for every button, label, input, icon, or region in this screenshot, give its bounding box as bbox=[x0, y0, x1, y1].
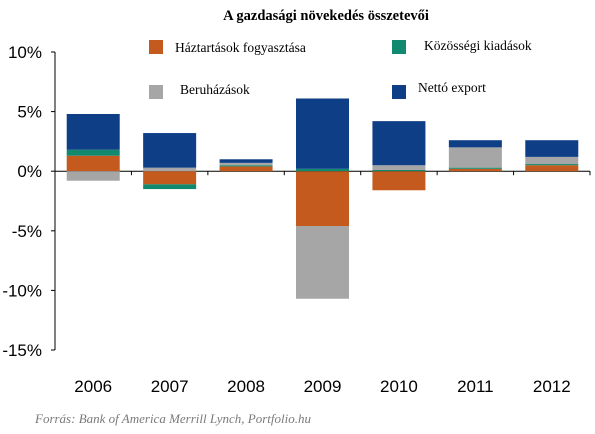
bar-segment bbox=[219, 166, 273, 172]
bar-segment bbox=[66, 149, 120, 156]
bars bbox=[66, 98, 579, 299]
y-tick-label: 10% bbox=[8, 43, 42, 62]
bar-segment bbox=[143, 171, 197, 185]
bar-segment bbox=[219, 159, 273, 163]
source-note: Forrás: Bank of America Merrill Lynch, P… bbox=[34, 411, 311, 426]
bar-segment bbox=[372, 170, 426, 172]
bar-segment bbox=[296, 226, 349, 299]
y-tick-label: 0% bbox=[17, 162, 42, 181]
bar-segment bbox=[448, 167, 502, 169]
bar-segment bbox=[296, 98, 349, 169]
bar-segment bbox=[448, 147, 502, 168]
x-axis-labels: 2006 2007 2008 2009 2010 2011 2012 bbox=[74, 377, 570, 396]
x-tick-label: 2006 bbox=[74, 377, 112, 396]
bar-segment bbox=[219, 162, 273, 166]
bar-segment bbox=[66, 113, 120, 150]
legend-swatch-haztartasok bbox=[149, 40, 163, 54]
bar-segment bbox=[143, 184, 197, 190]
x-tick-label: 2007 bbox=[151, 377, 189, 396]
bar-segment bbox=[448, 168, 502, 172]
legend-label-beruhazasok: Beruházások bbox=[180, 82, 250, 97]
bar-segment bbox=[143, 133, 197, 168]
x-tick-label: 2010 bbox=[380, 377, 418, 396]
bar-segment bbox=[525, 156, 579, 165]
x-tick-label: 2009 bbox=[304, 377, 342, 396]
bar-segment bbox=[372, 171, 426, 191]
y-tick-label: -5% bbox=[12, 222, 42, 241]
bar-segment bbox=[66, 155, 120, 172]
bar-segment bbox=[372, 121, 426, 166]
bar-segment bbox=[525, 165, 579, 172]
x-tick-label: 2008 bbox=[227, 377, 265, 396]
x-tick-label: 2012 bbox=[533, 377, 571, 396]
legend-swatch-kozossegi bbox=[392, 40, 406, 54]
bar-segment bbox=[296, 171, 349, 227]
legend: Háztartások fogyasztása Közösségi kiadás… bbox=[149, 38, 532, 99]
legend-swatch-netto-export bbox=[392, 85, 406, 99]
bar-segment bbox=[296, 168, 349, 172]
bar-segment bbox=[143, 167, 197, 172]
y-tick-label: 5% bbox=[17, 103, 42, 122]
bar-segment bbox=[219, 165, 273, 167]
legend-label-haztartasok: Háztartások fogyasztása bbox=[175, 40, 306, 55]
bar-segment bbox=[525, 140, 579, 157]
y-tick-label: -15% bbox=[2, 341, 42, 360]
legend-swatch-beruhazasok bbox=[149, 85, 163, 99]
chart-title: A gazdasági növekedés összetevői bbox=[223, 8, 429, 24]
bar-segment bbox=[448, 140, 502, 148]
x-tick-label: 2011 bbox=[457, 377, 494, 396]
legend-label-netto-export: Nettó export bbox=[418, 80, 486, 95]
bar-segment bbox=[372, 165, 426, 171]
bar-segment bbox=[525, 164, 579, 166]
y-tick-label: -10% bbox=[2, 281, 42, 300]
legend-label-kozossegi: Közösségi kiadások bbox=[424, 38, 532, 53]
bar-segment bbox=[66, 171, 120, 181]
